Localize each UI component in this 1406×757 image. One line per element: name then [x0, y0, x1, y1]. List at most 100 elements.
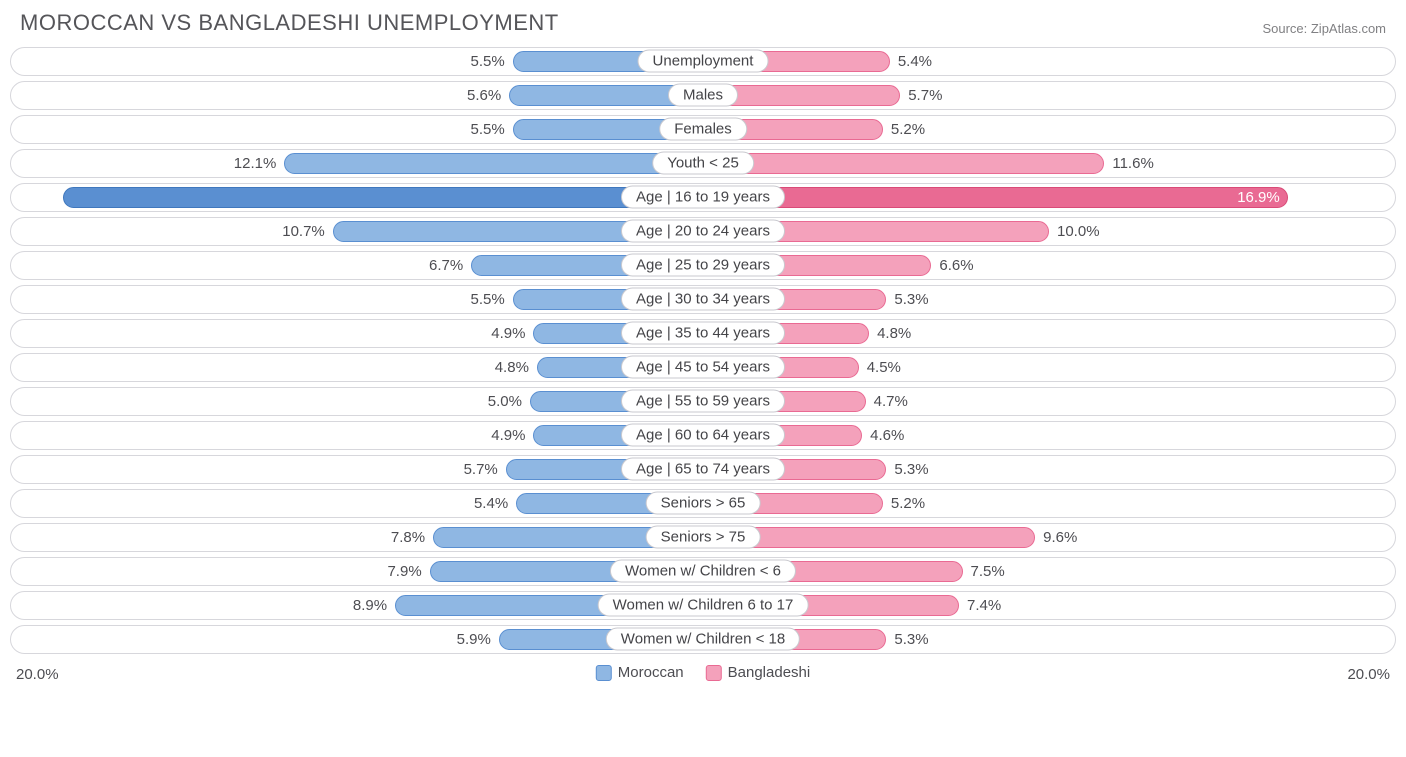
row-left-half: 7.9%	[11, 558, 703, 585]
row-right-half: 5.2%	[703, 116, 1395, 143]
chart-row: 5.6%5.7%Males	[10, 78, 1396, 112]
row-track: 5.0% 4.7% Age | 55 to 59 years	[10, 387, 1396, 416]
row-left-half: 5.7%	[11, 456, 703, 483]
value-label-left: 7.8%	[391, 524, 425, 551]
value-label-right: 16.9%	[1237, 184, 1280, 211]
row-track: 7.9% 7.5% Women w/ Children < 6	[10, 557, 1396, 586]
value-label-right: 5.3%	[894, 456, 928, 483]
row-track: 5.7% 5.3% Age | 65 to 74 years	[10, 455, 1396, 484]
row-left-half: 5.4%	[11, 490, 703, 517]
legend: Moroccan Bangladeshi	[596, 664, 810, 681]
legend-item-right: Bangladeshi	[706, 664, 811, 681]
value-label-right: 4.8%	[877, 320, 911, 347]
row-track: 5.6%5.7%Males	[10, 81, 1396, 110]
row-right-half: 5.3%	[703, 286, 1395, 313]
value-label-right: 5.4%	[898, 48, 932, 75]
row-left-half: 5.0%	[11, 388, 703, 415]
chart-row: 4.8% 4.5% Age | 45 to 54 years	[10, 350, 1396, 384]
row-track: 7.8% 9.6%Seniors > 75	[10, 523, 1396, 552]
value-label-left: 5.5%	[471, 286, 505, 313]
header-row: MOROCCAN VS BANGLADESHI UNEMPLOYMENT Sou…	[10, 6, 1396, 44]
value-label-left: 12.1%	[234, 150, 277, 177]
row-right-half: 5.2%	[703, 490, 1395, 517]
row-left-half: 12.1%	[11, 150, 703, 177]
row-right-half: 9.6%	[703, 524, 1395, 551]
category-pill: Age | 60 to 64 years	[621, 424, 785, 447]
chart-row: 5.5%5.3%Age | 30 to 34 years	[10, 282, 1396, 316]
row-right-half: 4.7%	[703, 388, 1395, 415]
row-track: 5.4%5.2%Seniors > 65	[10, 489, 1396, 518]
category-pill: Seniors > 65	[646, 492, 761, 515]
row-right-half: 10.0%	[703, 218, 1395, 245]
category-pill: Seniors > 75	[646, 526, 761, 549]
chart-row: 5.4%5.2%Seniors > 65	[10, 486, 1396, 520]
row-right-half: 4.8%	[703, 320, 1395, 347]
row-track: 6.7%6.6%Age | 25 to 29 years	[10, 251, 1396, 280]
row-left-half: 4.9%	[11, 422, 703, 449]
bar-left	[284, 153, 703, 174]
row-right-half: 6.6%	[703, 252, 1395, 279]
value-label-right: 11.6%	[1112, 150, 1153, 177]
chart-row: 5.5% 5.2% Females	[10, 112, 1396, 146]
category-pill: Age | 25 to 29 years	[621, 254, 785, 277]
category-pill: Females	[659, 118, 747, 141]
value-label-right: 7.4%	[967, 592, 1001, 619]
chart-row: 5.9%5.3%Women w/ Children < 18	[10, 622, 1396, 656]
row-track: 5.5% 5.4% Unemployment	[10, 47, 1396, 76]
value-label-left: 4.8%	[495, 354, 529, 381]
category-pill: Unemployment	[638, 50, 769, 73]
axis-max-left: 20.0%	[16, 666, 59, 683]
value-label-right: 4.5%	[867, 354, 901, 381]
value-label-left: 5.6%	[467, 82, 501, 109]
value-label-right: 5.7%	[908, 82, 942, 109]
row-right-half: 5.4%	[703, 48, 1395, 75]
legend-swatch-right-icon	[706, 665, 722, 681]
chart-row: 4.9% 4.6% Age | 60 to 64 years	[10, 418, 1396, 452]
value-label-left: 4.9%	[491, 320, 525, 347]
value-label-right: 5.3%	[894, 626, 928, 653]
value-label-left: 4.9%	[491, 422, 525, 449]
value-label-left: 5.5%	[471, 116, 505, 143]
chart-row: 5.5% 5.4% Unemployment	[10, 44, 1396, 78]
row-left-half: 5.6%	[11, 82, 703, 109]
value-label-right: 4.6%	[870, 422, 904, 449]
row-track: 4.9% 4.6% Age | 60 to 64 years	[10, 421, 1396, 450]
chart-row: 5.7% 5.3% Age | 65 to 74 years	[10, 452, 1396, 486]
value-label-right: 4.7%	[874, 388, 908, 415]
row-left-half: 18.5%	[11, 184, 703, 211]
row-track: 4.9% 4.8% Age | 35 to 44 years	[10, 319, 1396, 348]
chart-row: 5.0% 4.7% Age | 55 to 59 years	[10, 384, 1396, 418]
value-label-right: 5.2%	[891, 116, 925, 143]
row-left-half: 5.5%	[11, 48, 703, 75]
category-pill: Women w/ Children 6 to 17	[598, 594, 809, 617]
category-pill: Age | 55 to 59 years	[621, 390, 785, 413]
chart-row: 18.5%16.9%Age | 16 to 19 years	[10, 180, 1396, 214]
category-pill: Age | 45 to 54 years	[621, 356, 785, 379]
category-pill: Age | 65 to 74 years	[621, 458, 785, 481]
category-pill: Age | 35 to 44 years	[621, 322, 785, 345]
category-pill: Women w/ Children < 6	[610, 560, 796, 583]
chart-row: 6.7%6.6%Age | 25 to 29 years	[10, 248, 1396, 282]
value-label-left: 7.9%	[387, 558, 421, 585]
value-label-right: 7.5%	[971, 558, 1005, 585]
chart-row: 8.9%7.4%Women w/ Children 6 to 17	[10, 588, 1396, 622]
value-label-left: 5.5%	[471, 48, 505, 75]
chart-row: 7.9% 7.5% Women w/ Children < 6	[10, 554, 1396, 588]
bar-left	[63, 187, 703, 208]
row-track: 10.7% 10.0%Age | 20 to 24 years	[10, 217, 1396, 246]
category-pill: Women w/ Children < 18	[606, 628, 800, 651]
legend-swatch-left-icon	[596, 665, 612, 681]
row-right-half: 16.9%	[703, 184, 1395, 211]
row-track: 8.9%7.4%Women w/ Children 6 to 17	[10, 591, 1396, 620]
diverging-bar-chart: 5.5%5.4%Unemployment5.6%5.7%Males5.5%5.2…	[10, 44, 1396, 656]
category-pill: Age | 20 to 24 years	[621, 220, 785, 243]
row-right-half: 5.7%	[703, 82, 1395, 109]
chart-row: 4.9% 4.8% Age | 35 to 44 years	[10, 316, 1396, 350]
row-right-half: 11.6%	[703, 150, 1395, 177]
value-label-left: 10.7%	[282, 218, 325, 245]
legend-label-right: Bangladeshi	[728, 664, 811, 681]
chart-footer: 20.0% Moroccan Bangladeshi 20.0%	[10, 660, 1396, 694]
chart-row: 12.1%11.6%Youth < 25	[10, 146, 1396, 180]
chart-title: MOROCCAN VS BANGLADESHI UNEMPLOYMENT	[20, 10, 559, 36]
row-track: 5.5% 5.2% Females	[10, 115, 1396, 144]
